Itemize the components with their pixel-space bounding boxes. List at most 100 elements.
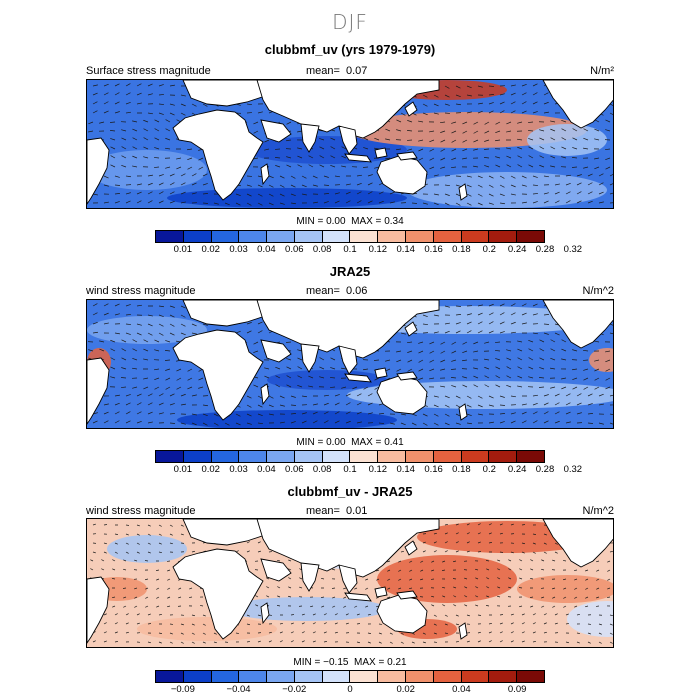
continent-madagascar (260, 602, 270, 625)
continent-indonesia1 (344, 153, 372, 163)
panel-1-mean-value: 0.07 (345, 65, 368, 77)
continent-newguinea (396, 371, 418, 381)
continent-newguinea (396, 590, 418, 600)
continent-nz (458, 403, 468, 421)
continent-arabia (260, 339, 292, 363)
colorbar-tick-label: 0.02 (201, 464, 220, 475)
colorbar-tick-label: 0.06 (285, 464, 304, 475)
panel-3-min-value: −0.15 (323, 657, 349, 668)
colorbar-swatch (406, 451, 434, 462)
colorbar-tick-label: 0.16 (424, 464, 443, 475)
panel-3-label: wind stress magnitude (86, 505, 196, 517)
colorbar-tick-label: 0.24 (507, 244, 527, 255)
colorbar-tick-label: 0.14 (396, 464, 415, 475)
colorbar-swatch (378, 451, 407, 462)
continent-madagascar (260, 163, 270, 186)
panel-3-minmax: MIN = −0.15 MAX = 0.21 (293, 657, 407, 668)
panel-1-min-value: 0.00 (326, 216, 346, 227)
stress-field-region (87, 316, 207, 344)
colorbar-tick-label: −0.09 (170, 684, 195, 695)
panel-1-label: Surface stress magnitude (86, 65, 211, 77)
panel-2-colorbar-ticks: 0.01 0.02 0.03 0.04 0.06 0.08 0.1 0.12 0.14 0.16 0… (155, 464, 583, 476)
colorbar-swatch (156, 231, 184, 242)
panel-3-mean-value: 0.01 (345, 505, 368, 517)
continent-japan (404, 321, 418, 337)
continent-indochina (338, 564, 358, 594)
colorbar-swatch (433, 231, 462, 242)
colorbar-swatch (461, 231, 490, 242)
continent-indochina (338, 345, 358, 375)
colorbar-tick-label: 0.01 (173, 244, 193, 255)
panel-1-colorbar (155, 230, 545, 243)
colorbar-swatch (517, 231, 544, 242)
colorbar-swatch (461, 451, 490, 462)
stress-field-region (517, 575, 613, 603)
continent-arabia (260, 119, 292, 143)
colorbar-swatch (461, 671, 490, 682)
colorbar-swatch (489, 231, 518, 242)
colorbar-tick-label: 0.1 (343, 244, 357, 255)
stress-field-region (589, 348, 613, 372)
panel-3-colorbar-ticks: −0.09 −0.04 −0.02 0 0.02 0.04 0.09 (155, 684, 545, 696)
continent-africa (172, 109, 264, 201)
stress-field (87, 521, 613, 641)
continent-namerica (542, 80, 613, 129)
colorbar-swatch (378, 671, 407, 682)
panel-3-map-svg (87, 519, 613, 647)
stress-field (87, 80, 607, 208)
stress-field-region (107, 535, 187, 563)
panel-3-units: N/m^2 (582, 505, 614, 517)
continent-samerica (87, 137, 110, 205)
colorbar-tick-label: 0.02 (396, 684, 415, 695)
continent-africa (172, 548, 264, 640)
colorbar-tick-label: 0.18 (452, 244, 471, 255)
colorbar-swatch (211, 671, 240, 682)
colorbar-tick-label: 0.32 (563, 464, 583, 475)
colorbar-swatch (156, 451, 184, 462)
colorbar-tick-label: 0.2 (482, 244, 496, 255)
colorbar-swatch (211, 451, 240, 462)
panel-2-max-value: 0.41 (384, 437, 404, 448)
colorbar-tick-label: 0.28 (535, 244, 555, 255)
stress-field-region (347, 112, 587, 148)
continent-namerica (542, 300, 613, 349)
colorbar-tick-label: −0.04 (226, 684, 251, 695)
continent-indonesia2 (374, 586, 388, 598)
panel-3-max-value: 0.21 (387, 657, 407, 668)
colorbar-tick-label: 0.24 (507, 464, 527, 475)
panel-3-header: wind stress magnitude mean= 0.01 N/m^2 (86, 505, 614, 519)
panel-3-mean: mean= 0.01 (306, 505, 368, 517)
panel-2-header: wind stress magnitude mean= 0.06 N/m^2 (86, 285, 614, 299)
colorbar-swatch (267, 231, 295, 242)
stress-field-region (177, 410, 397, 428)
figure-title: DJF (332, 10, 368, 34)
continent-namerica (542, 519, 613, 568)
colorbar-tick-label: 0.04 (257, 244, 276, 255)
stress-field-region (137, 617, 277, 641)
colorbar-tick-label: 0.12 (368, 244, 388, 255)
colorbar-tick-label: 0.03 (229, 464, 248, 475)
panel-3-title: clubbmf_uv - JRA25 (287, 484, 413, 499)
colorbar-tick-label: 0.12 (368, 464, 388, 475)
continent-india (300, 123, 320, 153)
colorbar-tick-label: 0.08 (312, 244, 332, 255)
colorbar-tick-label: 0.06 (285, 244, 304, 255)
colorbar-swatch (322, 451, 351, 462)
continent-india (300, 562, 320, 592)
continent-indochina (338, 125, 358, 155)
colorbar-tick-label: 0.02 (201, 244, 220, 255)
panel-1-map (86, 79, 614, 209)
colorbar-swatch (406, 671, 434, 682)
colorbar-swatch (183, 451, 212, 462)
colorbar-swatch (211, 231, 240, 242)
colorbar-swatch (239, 231, 268, 242)
continent-indonesia2 (374, 147, 388, 159)
colorbar-swatch (378, 231, 407, 242)
colorbar-tick-label: 0.2 (482, 464, 496, 475)
colorbar-swatch (433, 451, 462, 462)
continent-newguinea (396, 151, 418, 161)
panel-2-mean-value: 0.06 (345, 285, 368, 297)
panel-1-title: clubbmf_uv (yrs 1979-1979) (264, 42, 436, 57)
stress-field-region (567, 601, 613, 637)
panel-1-max-value: 0.34 (384, 216, 404, 227)
